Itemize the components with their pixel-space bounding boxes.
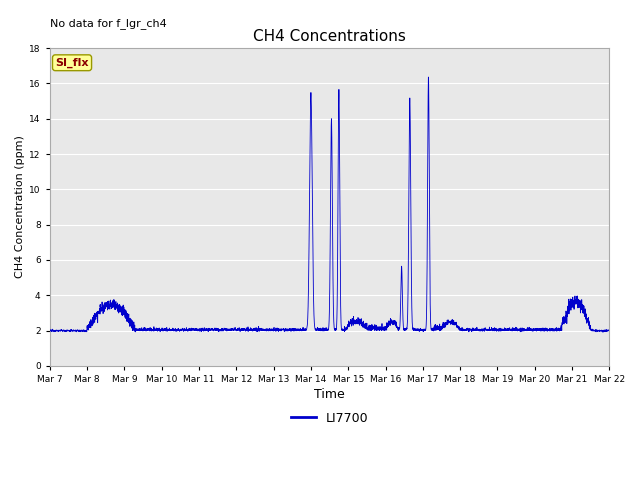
Text: No data for f_lgr_ch4: No data for f_lgr_ch4 xyxy=(50,18,166,29)
Legend: LI7700: LI7700 xyxy=(285,407,373,430)
X-axis label: Time: Time xyxy=(314,388,345,401)
Title: CH4 Concentrations: CH4 Concentrations xyxy=(253,29,406,44)
Text: SI_flx: SI_flx xyxy=(55,58,89,68)
Y-axis label: CH4 Concentration (ppm): CH4 Concentration (ppm) xyxy=(15,135,25,278)
